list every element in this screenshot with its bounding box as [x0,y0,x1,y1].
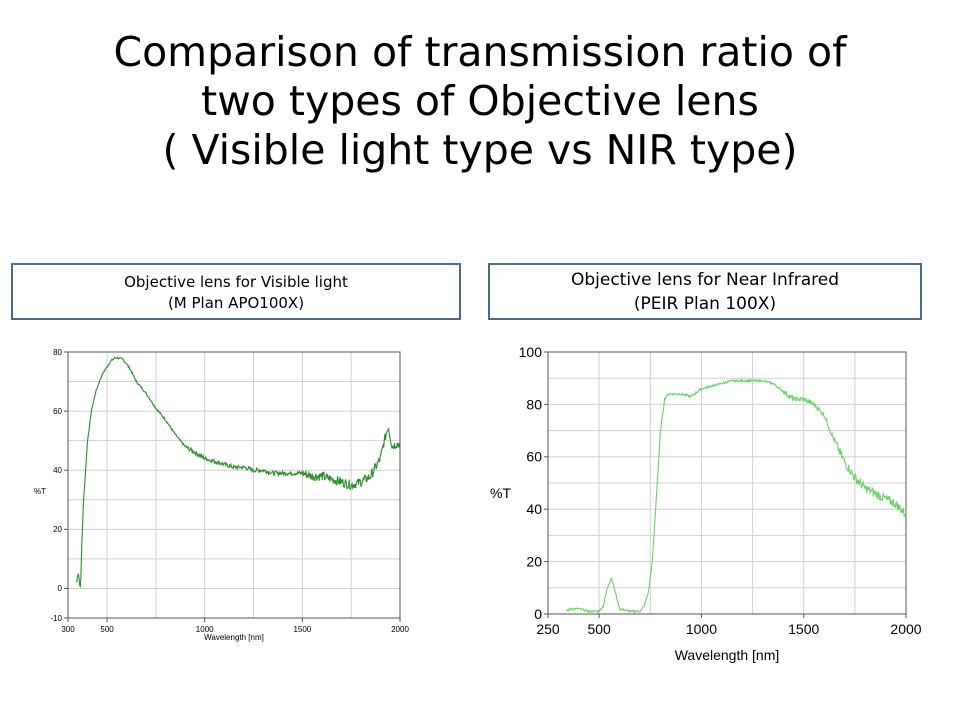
nir-y-tick-label: 100 [519,344,543,360]
nir-chart: 250 500 1000 1500 2000 0 20 40 60 80 100 Wavelength… [490,344,922,663]
nir-y-axis-label: %T [490,485,511,501]
visible-y-tick-label: 40 [53,466,62,475]
visible-y-axis-label: %T [34,487,46,496]
visible-chart: 300 500 1000 1500 2000 -10 0 20 40 60 80 Wavelength… [34,348,409,642]
visible-y-tick-label: -10 [50,614,62,623]
slide-title: Comparison of transmission ratio of two … [0,28,960,175]
visible-y-tick-label: 20 [53,525,62,534]
caption-visible-line-2: (M Plan APO100X) [167,294,305,312]
caption-nir-line-2: (PEIR Plan 100X) [633,294,777,314]
nir-y-tick-label: 0 [534,606,542,622]
caption-visible-lens: Objective lens for Visible light (M Plan… [11,263,461,320]
visible-y-tick-label: 60 [53,407,62,416]
nir-x-axis-label: Wavelength [nm] [675,647,780,663]
nir-x-tick-label: 500 [587,621,611,637]
visible-x-axis-label: Wavelength [nm] [204,633,264,642]
nir-y-tick-label: 80 [526,396,542,412]
nir-x-tick-label: 2000 [890,621,921,637]
visible-x-tick-label: 300 [61,625,75,634]
caption-nir-lens: Objective lens for Near Infrared (PEIR P… [488,263,922,320]
nir-y-tick-label: 20 [526,554,542,570]
slide-title-line-1: Comparison of transmission ratio of [113,28,847,76]
visible-y-tick-label: 0 [58,584,63,593]
caption-nir-line-1: Objective lens for Near Infrared [570,270,840,290]
visible-x-tick-label: 1500 [293,625,311,634]
nir-plot-frame [547,351,907,615]
visible-x-tick-label: 500 [100,625,114,634]
nir-transmission-curve [565,378,907,614]
visible-x-tick-label: 2000 [391,625,409,634]
nir-y-tick-label: 60 [526,449,542,465]
nir-x-tick-label: 1000 [686,621,717,637]
visible-transmission-curve [76,356,401,589]
nir-x-tick-label: 250 [536,621,560,637]
nir-y-tick-label: 40 [526,501,542,517]
visible-y-tick-label: 80 [53,348,62,357]
slide-title-line-2: two types of Objective lens [201,77,759,125]
nir-x-tick-label: 1500 [788,621,819,637]
caption-visible-line-1: Objective lens for Visible light [124,273,348,291]
visible-x-tick-label: 1000 [196,625,214,634]
slide-title-line-3: ( Visible light type vs NIR type) [162,126,798,174]
visible-plot-frame [67,351,401,619]
